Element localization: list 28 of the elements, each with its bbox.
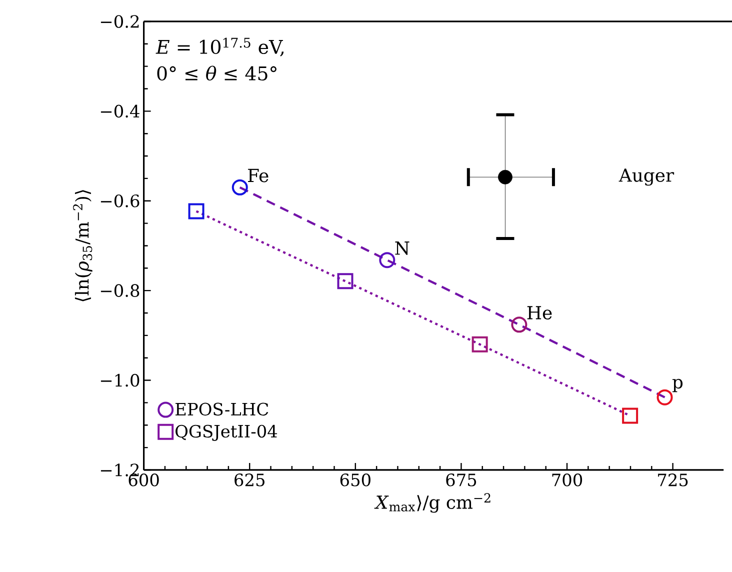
annotation: E = 10$^{17.5}$ eV,: [156, 38, 284, 56]
y-tick-label: −1.0: [100, 374, 140, 387]
y-tick-label: −0.4: [100, 104, 140, 118]
annotation: He: [527, 306, 552, 320]
legend-label: EPOS-LHC: [176, 402, 268, 416]
y-tick-label: −0.8: [100, 284, 140, 297]
y-tick-label: −0.2: [100, 15, 139, 28]
point: [472, 336, 488, 352]
point: [379, 252, 396, 268]
annotation: 0° ≤ θ ≤ 45°: [157, 66, 276, 81]
annotation: Auger: [618, 168, 674, 186]
annotation: p: [672, 378, 683, 392]
x-axis-title: X$_{max}$⟩/g cm$^{−2}$: [374, 493, 490, 513]
y-tick-label: −0.6: [100, 194, 140, 208]
x-tick-label: 725: [658, 473, 688, 486]
legend-label: QGSJetII-04: [176, 424, 278, 441]
point: [511, 316, 528, 333]
point: [656, 389, 673, 406]
annotation: Fe: [248, 168, 268, 182]
x-tick-label: 625: [234, 473, 264, 486]
x-tick-label: 675: [446, 473, 476, 486]
point: [498, 170, 512, 184]
x-tick-label: 700: [552, 473, 582, 486]
point: [622, 408, 638, 424]
annotation: N: [395, 242, 410, 255]
x-tick-label: 650: [340, 473, 370, 486]
y-axis-title: ⟨ln(ρ$_{35}$/m$^{−2}$)⟩: [73, 190, 92, 302]
point: [337, 273, 354, 290]
